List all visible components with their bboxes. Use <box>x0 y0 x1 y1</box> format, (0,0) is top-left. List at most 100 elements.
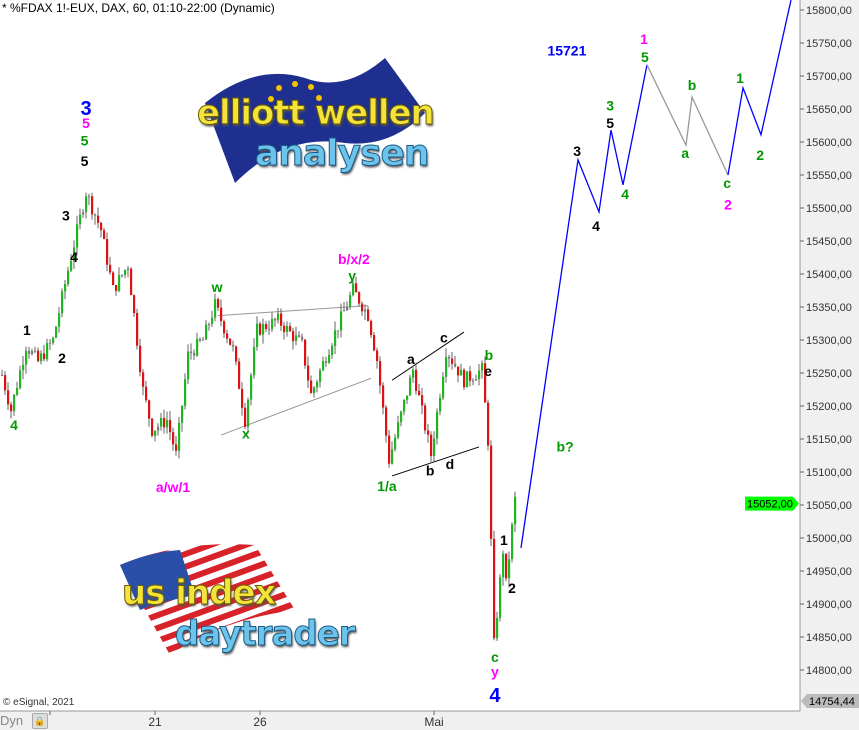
trendline[interactable] <box>391 331 465 381</box>
wave-label[interactable]: 4 <box>70 249 78 265</box>
forecast-path-2[interactable] <box>727 0 792 176</box>
candle-body <box>415 369 418 391</box>
candle-body <box>394 437 397 450</box>
wave-label[interactable]: 4 <box>621 186 629 202</box>
candle-body <box>97 215 100 223</box>
trendline[interactable] <box>217 305 369 317</box>
wave-label[interactable]: 3 <box>573 143 581 159</box>
y-tick-label: 15200,00 <box>806 401 852 413</box>
candle-body <box>334 330 337 346</box>
candle-body <box>499 577 502 618</box>
candle-body <box>382 385 385 408</box>
wave-label[interactable]: e <box>484 363 492 379</box>
candle-body <box>103 230 106 240</box>
time-axis-panel[interactable] <box>0 711 859 730</box>
y-tick-label: 15700,00 <box>806 71 852 83</box>
wave-label[interactable]: 4 <box>489 685 501 707</box>
wave-label[interactable]: 5 <box>641 49 649 65</box>
candle-body <box>487 402 490 446</box>
candle-body <box>433 438 436 457</box>
candle-body <box>118 275 121 291</box>
dynamic-mode-label[interactable]: Dyn <box>0 713 24 728</box>
wave-label[interactable]: 5 <box>82 115 90 131</box>
wave-label[interactable]: 3 <box>606 98 614 114</box>
candle-body <box>109 264 112 273</box>
price-axis-panel[interactable] <box>800 0 859 730</box>
wave-label[interactable]: d <box>446 456 455 472</box>
wave-label[interactable]: c <box>440 329 448 345</box>
candle-body <box>424 405 427 431</box>
wave-label[interactable]: b <box>688 77 697 93</box>
wave-label[interactable]: b/x/2 <box>338 251 370 267</box>
candle-body <box>445 357 448 377</box>
candle-body <box>205 324 208 340</box>
wave-label[interactable]: 4 <box>592 218 600 234</box>
candle-body <box>391 449 394 464</box>
candle-body <box>31 351 34 354</box>
wave-label[interactable]: c <box>491 649 499 665</box>
candle-body <box>160 417 163 427</box>
candle-body <box>178 422 181 451</box>
candle-body <box>49 342 52 344</box>
candle-body <box>457 366 460 376</box>
low-price-label: 14754,44 <box>809 696 855 708</box>
candle-body <box>268 329 271 331</box>
wave-label[interactable]: b <box>485 347 494 363</box>
x-tick-label: 26 <box>253 715 267 729</box>
candle-body <box>70 260 73 271</box>
wave-label[interactable]: w <box>211 279 223 295</box>
candle-body <box>496 617 499 639</box>
wave-label[interactable]: b? <box>557 438 574 454</box>
candle-body <box>55 326 58 338</box>
candle-body <box>127 268 130 270</box>
wave-label[interactable]: 2 <box>508 580 516 596</box>
wave-label[interactable]: b <box>426 463 435 479</box>
wave-label[interactable]: a <box>681 145 689 161</box>
candle-body <box>202 339 205 341</box>
candle-body <box>142 372 145 387</box>
wave-label[interactable]: 1 <box>736 70 744 86</box>
trendline[interactable] <box>391 446 480 477</box>
wave-label[interactable]: 1 <box>640 31 648 47</box>
candle-body <box>298 335 301 337</box>
wave-label[interactable]: 1/a <box>377 478 397 494</box>
wave-label[interactable]: 3 <box>62 207 70 223</box>
candle-body <box>442 376 445 398</box>
candle-body <box>238 361 241 389</box>
wave-label[interactable]: 4 <box>10 417 18 433</box>
wave-label[interactable]: c <box>723 175 731 191</box>
y-tick-label: 15500,00 <box>806 203 852 215</box>
candle-body <box>199 338 202 341</box>
candle-body <box>166 419 169 428</box>
wave-label[interactable]: 15721 <box>547 42 586 58</box>
wave-label[interactable]: 2 <box>724 197 732 213</box>
wave-label[interactable]: y <box>491 663 499 679</box>
candle-body <box>484 363 487 403</box>
wave-label[interactable]: y <box>348 267 356 283</box>
candle-body <box>472 380 475 382</box>
wave-label[interactable]: a/w/1 <box>156 479 190 495</box>
wave-label[interactable]: 5 <box>81 133 89 149</box>
candle-body <box>358 292 361 304</box>
wave-label[interactable]: 2 <box>58 350 66 366</box>
candle-body <box>148 400 151 419</box>
wave-label[interactable]: x <box>242 426 250 442</box>
wave-label[interactable]: 2 <box>756 147 764 163</box>
wave-label[interactable]: 5 <box>81 153 89 169</box>
wave-label[interactable]: a <box>407 351 415 367</box>
wave-label[interactable]: 5 <box>606 115 614 131</box>
candle-body <box>253 346 256 376</box>
wave-label[interactable]: 1 <box>500 532 508 548</box>
candle-body <box>514 496 517 525</box>
y-tick-label: 15600,00 <box>806 137 852 149</box>
forecast-path[interactable] <box>520 64 648 548</box>
candle-body <box>451 358 454 364</box>
forecast-alt-path[interactable] <box>646 64 729 176</box>
wave-label[interactable]: 1 <box>23 322 31 338</box>
wave-label[interactable]: 3 <box>80 98 91 120</box>
y-tick-label: 15450,00 <box>806 236 852 248</box>
candle-body <box>187 351 190 380</box>
lock-icon[interactable]: 🔒 <box>32 713 48 729</box>
candle-body <box>466 371 469 388</box>
